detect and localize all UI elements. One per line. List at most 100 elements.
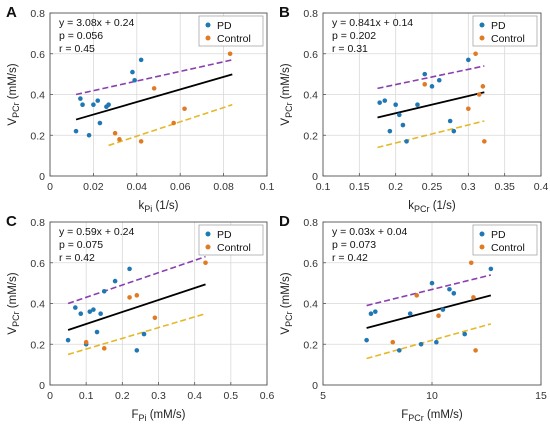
- pd-point: [407, 311, 413, 316]
- control-legend-marker: [205, 35, 211, 41]
- y-axis-label-sub: PCr: [11, 311, 21, 327]
- pd-point: [466, 57, 471, 63]
- y-tick-label: 0.6: [303, 258, 318, 270]
- x-axis-label-unit: (mM/s): [424, 409, 463, 421]
- pd-point: [462, 331, 468, 337]
- pd-point: [65, 337, 71, 343]
- pd-point: [91, 307, 96, 312]
- x-tick-label: 0.5: [224, 390, 239, 402]
- pd-point: [127, 266, 132, 272]
- stat-line: p = 0.073: [332, 239, 376, 251]
- pd-point: [436, 77, 442, 83]
- x-tick-label: 0.25: [422, 181, 443, 193]
- x-tick-label: 0.04: [127, 181, 148, 193]
- pd-fit-line: [377, 65, 485, 90]
- x-axis-label-sub: Pi: [139, 413, 147, 421]
- legend-box: [472, 15, 538, 47]
- control-fit-line: [108, 103, 233, 147]
- pd-point: [377, 100, 382, 105]
- control-point: [112, 130, 118, 136]
- x-axis-label: FPi (mM/s): [131, 409, 185, 421]
- pd-point: [141, 331, 147, 337]
- control-fit-line: [366, 323, 492, 360]
- control-point: [151, 86, 157, 91]
- y-tick-label: 0.8: [30, 217, 45, 229]
- y-tick-label: 0.8: [303, 217, 318, 229]
- pd-point: [95, 98, 101, 103]
- x-tick-label: 10: [426, 390, 438, 402]
- regression-line: [377, 91, 485, 119]
- x-tick-label: 0.4: [534, 181, 549, 193]
- stat-line: y = 3.08x + 0.24: [59, 17, 134, 29]
- x-tick-label: 0.3: [461, 181, 476, 193]
- pd-point: [364, 337, 369, 343]
- control-point: [480, 84, 486, 89]
- legend-box: [198, 15, 264, 47]
- pd-point: [422, 71, 428, 77]
- stat-line: y = 0.03x + 0.04: [332, 226, 407, 238]
- control-point: [203, 260, 208, 266]
- stat-line: p = 0.056: [59, 30, 103, 42]
- y-tick-label: 0.2: [303, 339, 318, 351]
- legend-label: PD: [217, 229, 232, 241]
- y-tick-label: 0.8: [30, 8, 45, 20]
- y-axis-label-main: V: [280, 118, 292, 126]
- panel-b: 0.1 0.15 0.2 0.25 0.3 0.35 0.400.20.40.60.8BkP…: [279, 4, 548, 214]
- x-axis-label-sub: PCr: [408, 413, 424, 421]
- stat-line: y = 0.59x + 0.24: [59, 226, 134, 238]
- pd-point: [382, 98, 388, 103]
- regression-line: [75, 73, 233, 121]
- control-point: [476, 92, 482, 97]
- panel-letter: B: [279, 4, 290, 21]
- x-tick-label: 0.1: [79, 390, 94, 402]
- x-tick-label: 0.2: [115, 390, 130, 402]
- stat-line: r = 0.31: [332, 43, 368, 55]
- x-tick-label: 0.1: [260, 181, 275, 193]
- y-tick-label: 0.4: [30, 90, 45, 102]
- y-tick-label: 0.2: [30, 130, 45, 142]
- control-point: [471, 295, 476, 300]
- pd-point: [73, 305, 78, 310]
- x-tick-label: 0.15: [349, 181, 370, 193]
- y-axis-label-main: V: [7, 118, 19, 126]
- pd-point: [97, 120, 103, 126]
- x-axis-label-sub: Pi: [144, 204, 152, 214]
- x-axis-label-unit: (1/s): [430, 200, 456, 212]
- pd-point: [373, 309, 378, 314]
- control-point: [468, 260, 474, 266]
- x-axis-label: kPi (1/s): [139, 200, 179, 214]
- pd-point: [80, 102, 85, 107]
- x-tick-label: 0.6: [260, 390, 275, 402]
- control-point: [473, 348, 478, 353]
- x-axis-label-main: k: [408, 200, 414, 212]
- stat-line: r = 0.45: [59, 43, 95, 55]
- x-tick-label: 0.1: [316, 181, 331, 193]
- control-point: [182, 106, 187, 112]
- y-axis-label: VPCr (mM/s): [7, 63, 21, 125]
- stat-line: r = 0.42: [59, 252, 95, 264]
- x-tick-label: 5: [320, 390, 326, 402]
- x-tick-label: 0.4: [187, 390, 202, 402]
- pd-fit-line: [67, 255, 206, 305]
- pd-point: [488, 266, 494, 272]
- regression-line: [366, 294, 492, 329]
- x-axis-label: kPCr (1/s): [408, 200, 456, 214]
- control-point: [436, 313, 441, 319]
- pd-point: [440, 307, 446, 312]
- pd-legend-marker: [479, 231, 485, 237]
- y-tick-label: 0.2: [303, 130, 318, 142]
- control-point: [171, 120, 176, 126]
- control-point: [414, 293, 420, 298]
- legend-box: [198, 224, 264, 256]
- pd-point: [397, 112, 402, 118]
- pd-point: [86, 132, 92, 138]
- y-axis-label: VPCr (mM/s): [280, 63, 294, 125]
- pd-point: [447, 118, 453, 124]
- pd-point: [418, 341, 424, 347]
- pd-point: [134, 348, 140, 353]
- pd-point: [393, 102, 398, 107]
- pd-point: [101, 288, 107, 294]
